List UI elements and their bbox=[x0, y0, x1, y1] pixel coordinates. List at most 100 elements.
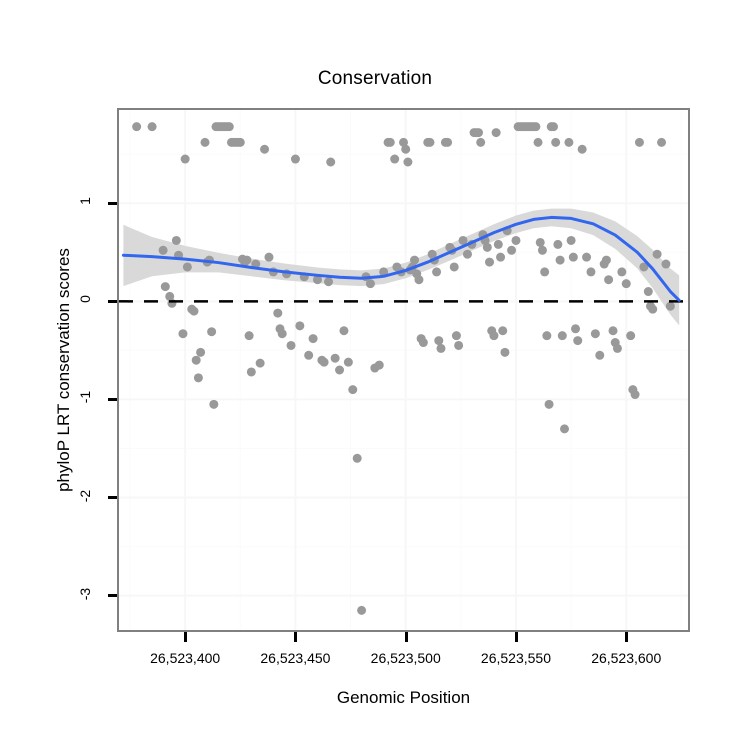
data-point bbox=[634, 137, 644, 147]
data-point bbox=[277, 329, 287, 339]
data-point bbox=[352, 453, 362, 463]
data-point bbox=[158, 245, 168, 255]
data-point bbox=[196, 347, 206, 357]
x-tick-mark bbox=[625, 632, 629, 642]
x-tick-mark bbox=[514, 632, 518, 642]
y-tick-label: 0 bbox=[65, 291, 105, 307]
data-point bbox=[165, 291, 175, 301]
data-point bbox=[473, 128, 483, 138]
gridlines bbox=[119, 110, 688, 630]
data-point bbox=[335, 365, 345, 375]
data-point bbox=[374, 360, 384, 370]
data-point bbox=[160, 282, 170, 292]
data-point bbox=[485, 257, 495, 267]
data-point bbox=[626, 331, 636, 341]
data-point bbox=[255, 358, 265, 368]
y-tick-mark bbox=[108, 594, 117, 598]
data-point bbox=[200, 137, 210, 147]
data-point bbox=[312, 275, 322, 285]
data-point bbox=[582, 252, 592, 262]
data-point bbox=[612, 343, 622, 353]
data-point bbox=[617, 267, 627, 277]
data-point bbox=[319, 357, 329, 367]
y-tick-label-text: -2 bbox=[76, 489, 93, 502]
data-point bbox=[586, 267, 596, 277]
data-point bbox=[568, 252, 578, 262]
data-point bbox=[264, 252, 274, 262]
data-point bbox=[661, 259, 671, 269]
data-point bbox=[604, 275, 614, 285]
data-point bbox=[171, 235, 181, 245]
data-point bbox=[449, 262, 459, 272]
data-point bbox=[500, 347, 510, 357]
data-point bbox=[209, 399, 219, 409]
data-point bbox=[235, 137, 245, 147]
data-point bbox=[498, 326, 508, 336]
data-point bbox=[304, 350, 314, 360]
data-point bbox=[537, 245, 547, 255]
data-point bbox=[564, 137, 574, 147]
x-tick-label: 26,523,500 bbox=[370, 650, 441, 666]
data-point bbox=[665, 301, 675, 311]
data-point bbox=[566, 235, 576, 245]
data-point bbox=[639, 262, 649, 272]
y-tick-mark bbox=[108, 299, 117, 303]
y-tick-mark bbox=[108, 397, 117, 401]
data-point bbox=[443, 137, 453, 147]
y-tick-mark bbox=[108, 496, 117, 500]
data-point bbox=[657, 137, 667, 147]
chart-title: Conservation bbox=[317, 68, 433, 89]
data-point bbox=[548, 122, 558, 132]
data-point bbox=[553, 239, 563, 249]
data-point bbox=[531, 122, 541, 132]
y-tick-label: -1 bbox=[65, 389, 105, 405]
data-point bbox=[621, 279, 631, 289]
y-tick-mark bbox=[108, 201, 117, 205]
data-point bbox=[601, 255, 611, 265]
y-tick-label: 1 bbox=[65, 193, 105, 209]
data-point bbox=[357, 605, 367, 615]
data-point bbox=[379, 267, 389, 277]
data-point bbox=[482, 242, 492, 252]
data-point bbox=[608, 326, 618, 336]
y-tick-label: -2 bbox=[65, 488, 105, 504]
data-point bbox=[207, 327, 217, 337]
data-point bbox=[132, 122, 142, 132]
data-point bbox=[535, 237, 545, 247]
data-point bbox=[385, 137, 395, 147]
data-point bbox=[414, 275, 424, 285]
data-point bbox=[540, 267, 550, 277]
data-point bbox=[462, 249, 472, 259]
data-point bbox=[178, 329, 188, 339]
data-point bbox=[191, 355, 201, 365]
y-tick-label: -3 bbox=[65, 586, 105, 602]
data-point bbox=[476, 137, 486, 147]
data-point bbox=[555, 255, 565, 265]
data-point bbox=[193, 373, 203, 383]
data-point bbox=[399, 137, 408, 147]
data-point bbox=[330, 353, 340, 363]
data-point bbox=[551, 137, 561, 147]
data-point bbox=[403, 157, 413, 167]
data-point bbox=[630, 390, 640, 400]
data-point bbox=[182, 262, 192, 272]
data-point bbox=[242, 255, 252, 265]
data-point bbox=[648, 304, 658, 314]
data-point bbox=[246, 367, 256, 377]
data-point bbox=[180, 154, 190, 164]
x-tick-label: 26,523,550 bbox=[480, 650, 551, 666]
x-tick-mark bbox=[294, 632, 298, 642]
x-tick-mark bbox=[404, 632, 408, 642]
data-point bbox=[224, 122, 234, 132]
x-axis-title: Genomic Position bbox=[336, 688, 471, 707]
loess-fit-line bbox=[121, 215, 681, 302]
data-point bbox=[260, 144, 270, 154]
data-point bbox=[432, 267, 442, 277]
data-point bbox=[544, 399, 554, 409]
data-point bbox=[418, 338, 428, 348]
data-point bbox=[590, 329, 600, 339]
data-point bbox=[491, 128, 501, 138]
data-point bbox=[454, 340, 464, 350]
data-point bbox=[410, 255, 420, 265]
